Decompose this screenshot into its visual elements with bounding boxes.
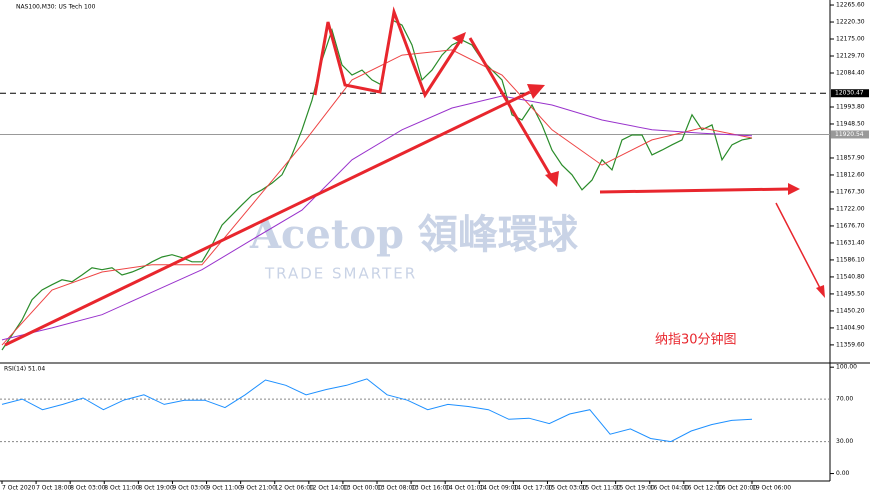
level-tag <box>831 89 869 98</box>
x-tick-label: 8 Oct 03:00 <box>70 485 105 492</box>
arrow <box>4 90 531 347</box>
y-tick-label: 12084.40 <box>836 70 865 77</box>
x-tick-label: 13 Oct 08:00 <box>377 485 416 492</box>
x-tick-label: 15 Oct 11:00 <box>582 485 621 492</box>
x-tick-label: 16 Oct 12:00 <box>684 485 723 492</box>
y-tick-label: 11767.30 <box>836 188 865 195</box>
arrow-head <box>452 32 466 44</box>
watermark-sub: TRADE SMARTER <box>264 265 417 283</box>
arrow-head <box>788 183 800 195</box>
y-tick-label: 11722.00 <box>836 205 865 212</box>
rsi-tick-label: 0.00 <box>836 470 850 477</box>
y-tick-label: 11495.50 <box>836 290 865 297</box>
moving-average <box>1 95 753 341</box>
x-tick-label: 15 Oct 19:00 <box>616 485 655 492</box>
level-label: 12030.47 <box>835 90 864 97</box>
y-tick-label: 11676.70 <box>836 222 865 229</box>
y-tick-label: 11812.60 <box>836 171 865 178</box>
chart-title: NAS100,M30: US Tech 100 <box>16 4 96 11</box>
x-tick-label: 7 Oct 18:00 <box>36 485 71 492</box>
x-tick-label: 14 Oct 01:00 <box>445 485 484 492</box>
y-tick-label: 11540.80 <box>836 273 865 280</box>
y-tick-label: 11857.90 <box>836 154 865 161</box>
x-tick-label: 14 Oct 09:00 <box>479 485 518 492</box>
x-tick-label: 9 Oct 11:00 <box>207 485 242 492</box>
y-tick-label: 11631.40 <box>836 239 865 246</box>
rsi-tick-label: 100.00 <box>836 364 857 371</box>
y-tick-label: 11586.10 <box>836 256 865 263</box>
watermark: Acetop 領峰環球 <box>249 211 579 258</box>
x-tick-label: 16 Oct 04:00 <box>650 485 689 492</box>
x-tick-label: 7 Oct 2020 <box>2 485 35 492</box>
x-tick-label: 13 Oct 00:00 <box>343 485 382 492</box>
x-tick-label: 16 Oct 20:00 <box>718 485 757 492</box>
arrow <box>313 6 464 99</box>
y-tick-label: 12265.60 <box>836 2 865 9</box>
y-tick-label: 11450.20 <box>836 307 865 314</box>
moving-average <box>1 49 753 346</box>
level-label: 11920.54 <box>835 131 864 138</box>
x-tick-label: 12 Oct 06:00 <box>275 485 314 492</box>
arrow <box>599 187 791 194</box>
y-tick-label: 12175.00 <box>836 36 865 43</box>
y-tick-label: 11993.80 <box>836 103 865 110</box>
rsi-title: RSI(14) 51.04 <box>4 366 45 373</box>
drawn-arrows <box>4 6 822 347</box>
x-tick-label: 19 Oct 06:00 <box>752 485 791 492</box>
x-tick-label: 14 Oct 17:00 <box>513 485 552 492</box>
x-tick-label: 8 Oct 19:00 <box>138 485 173 492</box>
y-tick-label: 11948.50 <box>836 120 865 127</box>
level-tag <box>831 130 869 139</box>
x-tick-label: 8 Oct 11:00 <box>104 485 139 492</box>
rsi-tick-label: 70.00 <box>836 396 853 403</box>
price-line <box>1 18 753 351</box>
rsi-tick-label: 30.00 <box>836 438 853 445</box>
x-tick-label: 15 Oct 03:00 <box>547 485 586 492</box>
x-tick-label: 9 Oct 03:00 <box>172 485 207 492</box>
arrow-head <box>545 171 559 187</box>
x-tick-label: 13 Oct 16:00 <box>411 485 450 492</box>
x-tick-label: 9 Oct 21:00 <box>241 485 276 492</box>
arrow-head <box>527 84 545 99</box>
arrow <box>468 37 554 179</box>
x-tick-label: 12 Oct 14:00 <box>309 485 348 492</box>
arrow-head <box>816 285 825 298</box>
rsi-line <box>1 378 753 443</box>
y-tick-label: 11359.60 <box>836 341 865 348</box>
y-tick-label: 12129.70 <box>836 53 865 60</box>
y-tick-label: 12220.30 <box>836 19 865 26</box>
arrow <box>775 202 822 291</box>
y-tick-label: 11404.90 <box>836 324 865 331</box>
arrow-heads <box>452 32 825 298</box>
annotation: 纳指30分钟图 <box>655 332 737 348</box>
